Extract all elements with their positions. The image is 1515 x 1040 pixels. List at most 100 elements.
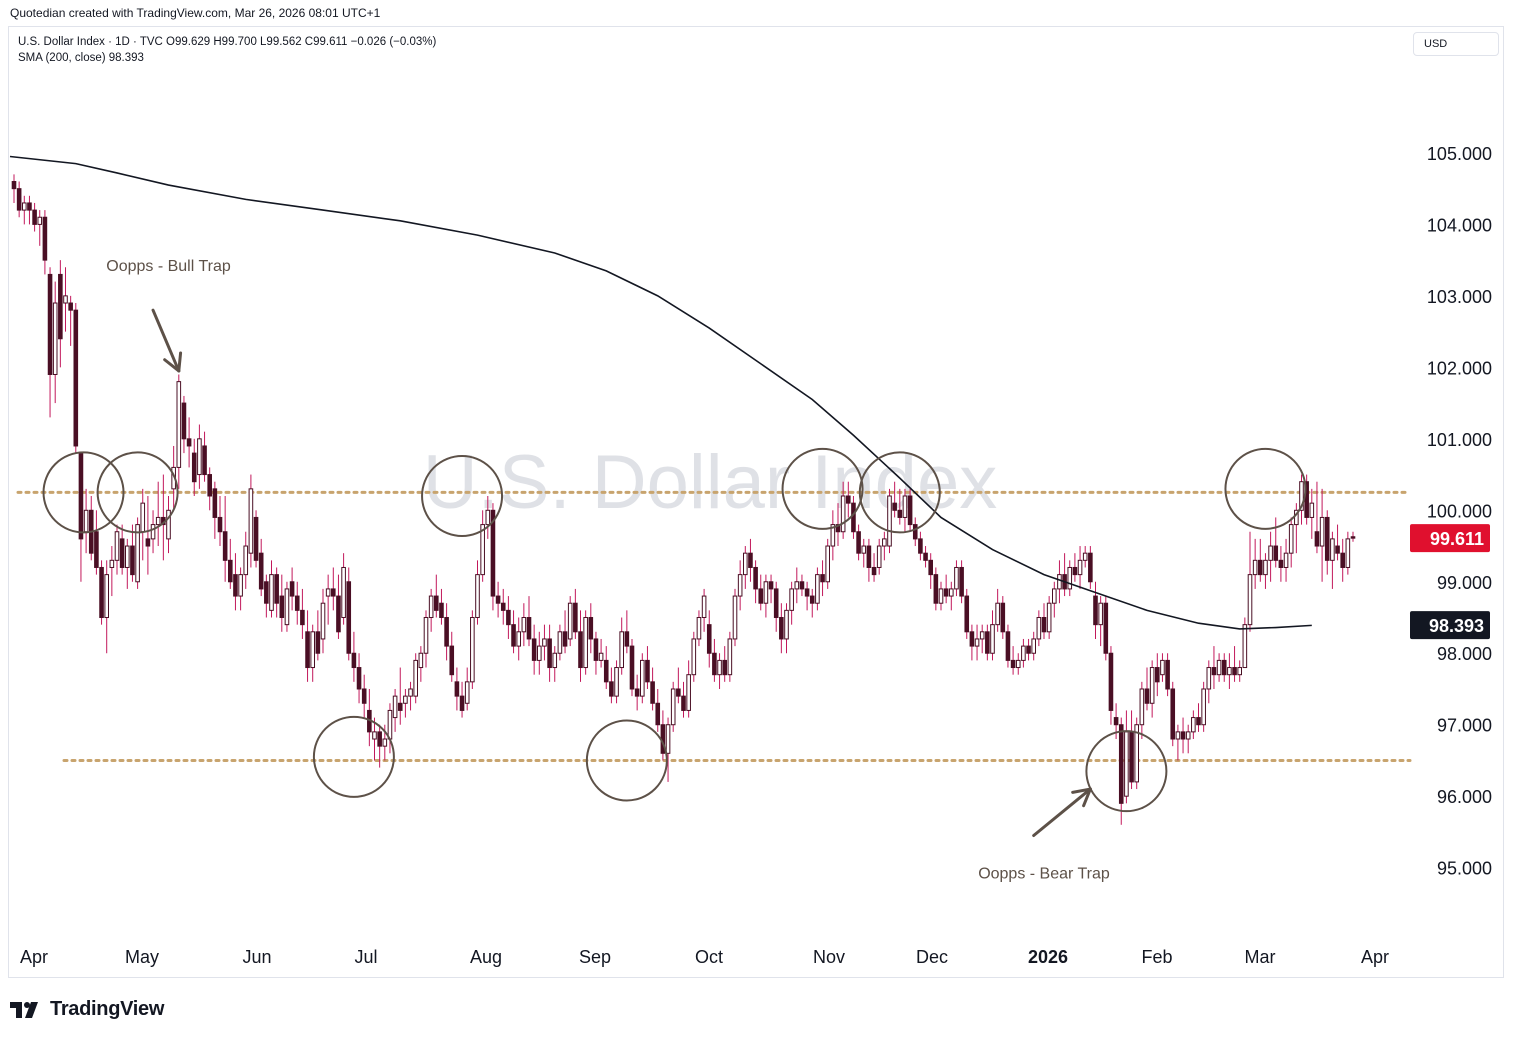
- candle-body: [1170, 688, 1176, 740]
- candle-body: [1345, 538, 1351, 568]
- candle-body: [27, 202, 32, 211]
- candle-body: [567, 602, 573, 640]
- price-tick-label: 100.000: [1427, 501, 1492, 521]
- candle-body: [78, 452, 84, 540]
- candle-body: [166, 509, 171, 540]
- candle-body: [212, 488, 218, 518]
- candle-body: [449, 645, 455, 676]
- candle-body: [985, 631, 990, 654]
- candle-body: [397, 702, 403, 711]
- candle-body: [300, 609, 305, 626]
- candle-body: [1299, 481, 1304, 511]
- time-tick-label: Apr: [1361, 947, 1389, 967]
- candle-body: [681, 695, 686, 711]
- candle-body: [1324, 516, 1330, 561]
- highlight-circle: [96, 451, 179, 534]
- candle-body: [1077, 559, 1083, 576]
- candle-body: [583, 617, 588, 669]
- time-axis[interactable]: Apr May Jun Jul Aug Sep Oct Nov Dec 2026 Feb Mar Apr: [20, 947, 1389, 967]
- candle-body: [248, 488, 254, 554]
- candle-body: [629, 645, 635, 690]
- candle-body: [1088, 552, 1093, 583]
- chart-legend[interactable]: U.S. Dollar Index · 1D · TVC O99.629 H99…: [18, 34, 436, 66]
- candle-body: [722, 659, 728, 676]
- candle-body: [439, 602, 444, 619]
- candle-body: [480, 524, 485, 576]
- candle-body: [1026, 645, 1031, 654]
- bear-trap-label: Oopps - Bear Trap: [978, 865, 1110, 882]
- candle-body: [320, 602, 326, 640]
- candle-body: [1160, 659, 1165, 676]
- candle-body: [222, 531, 228, 561]
- candle-body: [413, 659, 418, 697]
- last-price-label-text: 99.611: [1430, 529, 1484, 549]
- candle-body: [1196, 717, 1201, 726]
- time-tick-label: Feb: [1141, 947, 1172, 967]
- candle-body: [274, 574, 279, 604]
- candle-body: [1124, 731, 1129, 797]
- candle-body: [325, 588, 331, 597]
- arrow-head: [1071, 787, 1092, 794]
- candle-body: [47, 273, 53, 375]
- candle-body: [1252, 559, 1258, 576]
- candle-body: [799, 581, 805, 590]
- candle-body: [1263, 559, 1268, 576]
- candle-body: [305, 631, 310, 669]
- candle-body: [68, 302, 73, 311]
- candle-body: [207, 474, 212, 497]
- candle-body: [1149, 667, 1155, 704]
- tradingview-footer[interactable]: TradingView: [10, 998, 164, 1021]
- candle-body: [856, 531, 861, 554]
- chart-caption: Quotedian created with TradingView.com, …: [10, 6, 381, 20]
- price-axis[interactable]: 105.000 104.000 103.000 102.000 101.000 100.0…: [1427, 144, 1492, 879]
- price-tick-label: 97.000: [1437, 716, 1492, 736]
- candle-body: [392, 695, 398, 719]
- candle-body: [119, 538, 125, 568]
- sma-value-label: 98.393: [1410, 611, 1490, 640]
- candle-body: [1191, 717, 1196, 733]
- time-tick-label: Aug: [470, 947, 502, 967]
- candle-body: [933, 574, 939, 604]
- candle-body: [1103, 602, 1109, 654]
- candle-body: [1211, 667, 1217, 676]
- candle-body: [197, 438, 202, 476]
- candle-body: [516, 631, 522, 647]
- candle-body: [470, 617, 475, 683]
- candle-body: [264, 581, 269, 604]
- highlight-circle: [781, 447, 864, 530]
- candle-body: [454, 681, 460, 697]
- candle-body: [727, 638, 733, 676]
- candle-body: [768, 581, 774, 590]
- candle-body: [1206, 667, 1212, 690]
- candle-body: [743, 552, 748, 576]
- candle-body: [1165, 659, 1170, 690]
- candle-body: [228, 559, 233, 583]
- candle-body: [181, 402, 187, 440]
- candle-body: [995, 602, 1000, 626]
- candle-body: [1067, 566, 1073, 590]
- candle-body: [253, 516, 259, 561]
- candle-body: [542, 638, 547, 647]
- candle-body: [614, 667, 619, 697]
- candle-body: [593, 638, 599, 661]
- arrow-head: [163, 358, 181, 373]
- candle-body: [315, 631, 321, 654]
- highlight-circle: [1085, 730, 1168, 813]
- candle-body: [1242, 624, 1248, 669]
- candle-body: [907, 495, 913, 526]
- candle-body: [789, 588, 794, 611]
- candle-body: [1093, 595, 1098, 626]
- candle-body: [1232, 667, 1237, 676]
- candle-body: [361, 688, 367, 704]
- candle-body: [1330, 538, 1335, 561]
- candle-body: [428, 595, 434, 619]
- candle-body: [238, 574, 243, 597]
- candle-body: [969, 631, 975, 647]
- candle-body: [104, 574, 110, 619]
- candle-body: [943, 588, 949, 597]
- candle-body: [284, 588, 290, 626]
- currency-selector[interactable]: USD: [1413, 32, 1499, 56]
- candle-body: [176, 381, 182, 468]
- candle-body: [846, 495, 851, 504]
